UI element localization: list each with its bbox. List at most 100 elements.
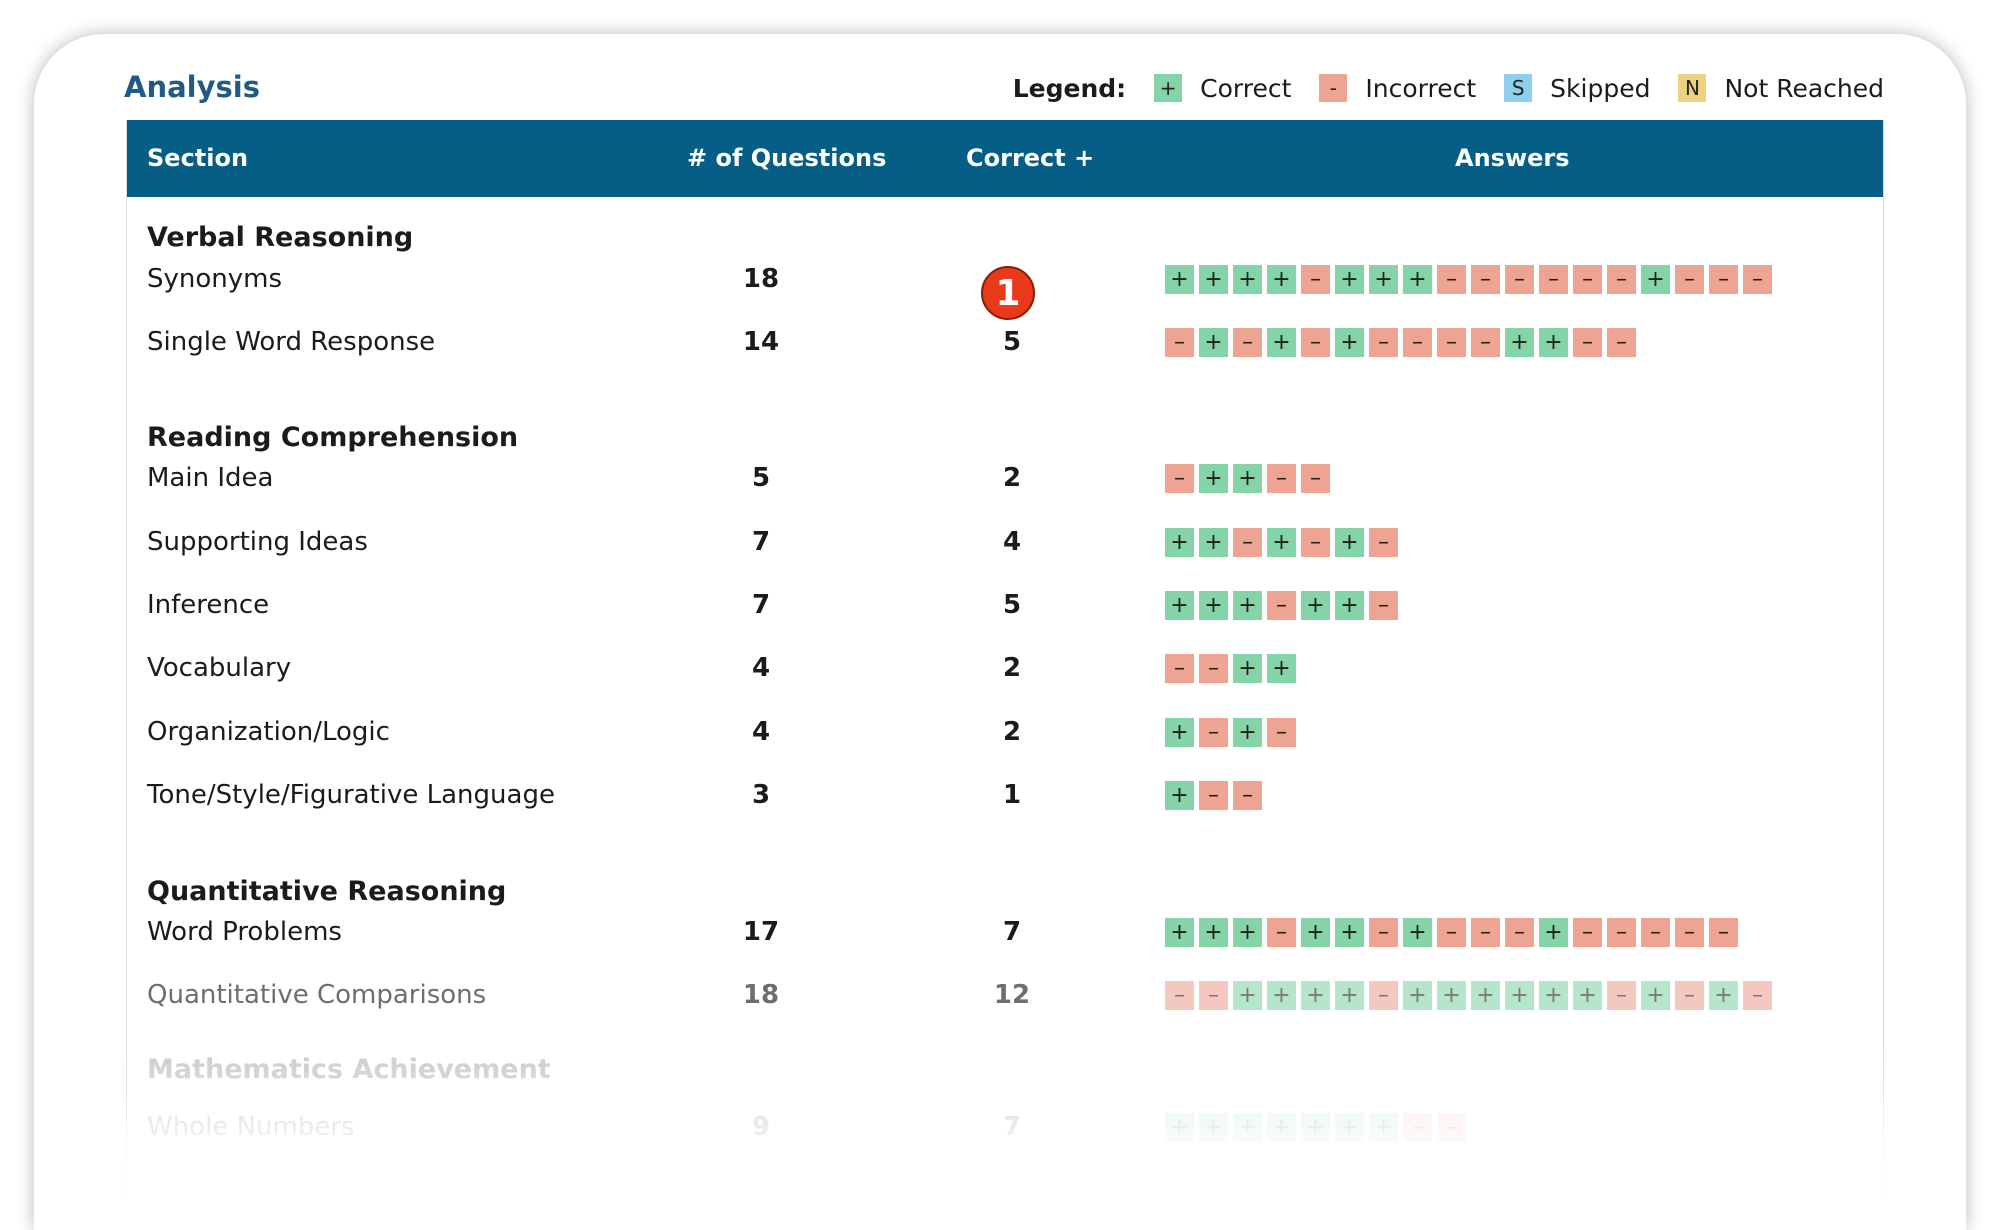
correct-answer-icon[interactable]: +	[1165, 528, 1194, 557]
correct-answer-icon[interactable]: +	[1267, 981, 1296, 1010]
table-row[interactable]: Organization/Logic 4 2 + – + –	[127, 713, 1883, 753]
incorrect-answer-icon[interactable]: –	[1437, 328, 1466, 357]
incorrect-answer-icon[interactable]: –	[1165, 464, 1194, 493]
incorrect-answer-icon[interactable]: –	[1301, 328, 1330, 357]
incorrect-answer-icon[interactable]: –	[1675, 981, 1704, 1010]
correct-answer-icon[interactable]: +	[1165, 265, 1194, 294]
correct-answer-icon[interactable]: +	[1199, 918, 1228, 947]
incorrect-answer-icon[interactable]: –	[1301, 265, 1330, 294]
correct-answer-icon[interactable]: +	[1267, 265, 1296, 294]
table-row[interactable]: Inference 7 5 + + + – + + –	[127, 586, 1883, 626]
incorrect-answer-icon[interactable]: –	[1301, 464, 1330, 493]
correct-answer-icon[interactable]: +	[1233, 981, 1262, 1010]
correct-answer-icon[interactable]: +	[1199, 464, 1228, 493]
incorrect-answer-icon[interactable]: –	[1471, 265, 1500, 294]
table-row[interactable]: Supporting Ideas 7 4 + + – + – + –	[127, 523, 1883, 563]
correct-answer-icon[interactable]: +	[1165, 718, 1194, 747]
correct-answer-icon[interactable]: +	[1233, 464, 1262, 493]
incorrect-answer-icon[interactable]: –	[1437, 918, 1466, 947]
correct-answer-icon[interactable]: +	[1267, 328, 1296, 357]
correct-answer-icon[interactable]: +	[1403, 265, 1432, 294]
correct-answer-icon[interactable]: +	[1437, 981, 1466, 1010]
correct-answer-icon[interactable]: +	[1267, 654, 1296, 683]
correct-answer-icon[interactable]: +	[1199, 591, 1228, 620]
incorrect-answer-icon[interactable]: –	[1709, 265, 1738, 294]
correct-answer-icon[interactable]: +	[1641, 981, 1670, 1010]
incorrect-answer-icon[interactable]: –	[1267, 718, 1296, 747]
correct-answer-icon[interactable]: +	[1403, 918, 1432, 947]
correct-answer-icon[interactable]: +	[1709, 981, 1738, 1010]
incorrect-answer-icon[interactable]: –	[1165, 654, 1194, 683]
correct-answer-icon[interactable]: +	[1505, 328, 1534, 357]
correct-answer-icon[interactable]: +	[1199, 265, 1228, 294]
incorrect-answer-icon[interactable]: –	[1675, 265, 1704, 294]
incorrect-answer-icon[interactable]: –	[1675, 918, 1704, 947]
incorrect-answer-icon[interactable]: –	[1369, 528, 1398, 557]
incorrect-answer-icon[interactable]: –	[1607, 265, 1636, 294]
correct-answer-icon[interactable]: +	[1471, 981, 1500, 1010]
correct-answer-icon[interactable]: +	[1335, 528, 1364, 557]
correct-answer-icon[interactable]: +	[1335, 328, 1364, 357]
incorrect-answer-icon[interactable]: –	[1199, 654, 1228, 683]
correct-answer-icon[interactable]: +	[1335, 591, 1364, 620]
incorrect-answer-icon[interactable]: –	[1233, 328, 1262, 357]
incorrect-answer-icon[interactable]: –	[1607, 918, 1636, 947]
table-row[interactable]: Quantitative Comparisons 18 12– – + + + + – + + + + +…	[127, 976, 1883, 1016]
incorrect-answer-icon[interactable]: –	[1199, 718, 1228, 747]
incorrect-answer-icon[interactable]: –	[1743, 981, 1772, 1010]
correct-answer-icon[interactable]: +	[1233, 918, 1262, 947]
incorrect-answer-icon[interactable]: –	[1505, 265, 1534, 294]
incorrect-answer-icon[interactable]: –	[1607, 981, 1636, 1010]
correct-answer-icon[interactable]: +	[1539, 981, 1568, 1010]
table-row[interactable]: Word Problems 17 7 + + + – + + – + – – – + – – – – –	[127, 913, 1883, 953]
correct-answer-icon[interactable]: +	[1505, 981, 1534, 1010]
correct-answer-icon[interactable]: +	[1233, 591, 1262, 620]
incorrect-answer-icon[interactable]: –	[1403, 328, 1432, 357]
correct-answer-icon[interactable]: +	[1165, 781, 1194, 810]
incorrect-answer-icon[interactable]: –	[1573, 328, 1602, 357]
table-row[interactable]: Vocabulary 4 2– – + +	[127, 649, 1883, 689]
incorrect-answer-icon[interactable]: –	[1471, 918, 1500, 947]
table-row[interactable]: Tone/Style/Figurative Language 3 1 + – –	[127, 776, 1883, 816]
incorrect-answer-icon[interactable]: –	[1369, 918, 1398, 947]
incorrect-answer-icon[interactable]: –	[1573, 265, 1602, 294]
incorrect-answer-icon[interactable]: –	[1165, 981, 1194, 1010]
correct-answer-icon[interactable]: +	[1199, 328, 1228, 357]
correct-answer-icon[interactable]: +	[1641, 265, 1670, 294]
incorrect-answer-icon[interactable]: –	[1199, 981, 1228, 1010]
correct-answer-icon[interactable]: +	[1369, 265, 1398, 294]
incorrect-answer-icon[interactable]: –	[1267, 464, 1296, 493]
incorrect-answer-icon[interactable]: –	[1369, 591, 1398, 620]
correct-answer-icon[interactable]: +	[1301, 918, 1330, 947]
incorrect-answer-icon[interactable]: –	[1301, 528, 1330, 557]
correct-answer-icon[interactable]: +	[1539, 918, 1568, 947]
incorrect-answer-icon[interactable]: –	[1709, 918, 1738, 947]
correct-answer-icon[interactable]: +	[1301, 981, 1330, 1010]
incorrect-answer-icon[interactable]: –	[1369, 328, 1398, 357]
incorrect-answer-icon[interactable]: –	[1369, 981, 1398, 1010]
incorrect-answer-icon[interactable]: –	[1539, 265, 1568, 294]
correct-answer-icon[interactable]: +	[1233, 265, 1262, 294]
incorrect-answer-icon[interactable]: –	[1267, 591, 1296, 620]
table-row[interactable]: Single Word Response 14 5– + – + – + – – – – + + – –	[127, 323, 1883, 363]
correct-answer-icon[interactable]: +	[1301, 591, 1330, 620]
correct-answer-icon[interactable]: +	[1335, 265, 1364, 294]
incorrect-answer-icon[interactable]: –	[1267, 918, 1296, 947]
incorrect-answer-icon[interactable]: –	[1641, 918, 1670, 947]
incorrect-answer-icon[interactable]: –	[1471, 328, 1500, 357]
incorrect-answer-icon[interactable]: –	[1607, 328, 1636, 357]
table-row[interactable]: Synonyms188++++–+++––––––+–––	[127, 260, 1883, 300]
correct-answer-icon[interactable]: +	[1403, 981, 1432, 1010]
incorrect-answer-icon[interactable]: –	[1505, 918, 1534, 947]
incorrect-answer-icon[interactable]: –	[1165, 328, 1194, 357]
correct-answer-icon[interactable]: +	[1335, 981, 1364, 1010]
incorrect-answer-icon[interactable]: –	[1233, 528, 1262, 557]
incorrect-answer-icon[interactable]: –	[1743, 265, 1772, 294]
correct-answer-icon[interactable]: +	[1573, 981, 1602, 1010]
table-row[interactable]: Main Idea 5 2– + + – –	[127, 459, 1883, 499]
incorrect-answer-icon[interactable]: –	[1437, 265, 1466, 294]
correct-answer-icon[interactable]: +	[1335, 918, 1364, 947]
correct-answer-icon[interactable]: +	[1199, 528, 1228, 557]
incorrect-answer-icon[interactable]: –	[1233, 781, 1262, 810]
correct-answer-icon[interactable]: +	[1267, 528, 1296, 557]
